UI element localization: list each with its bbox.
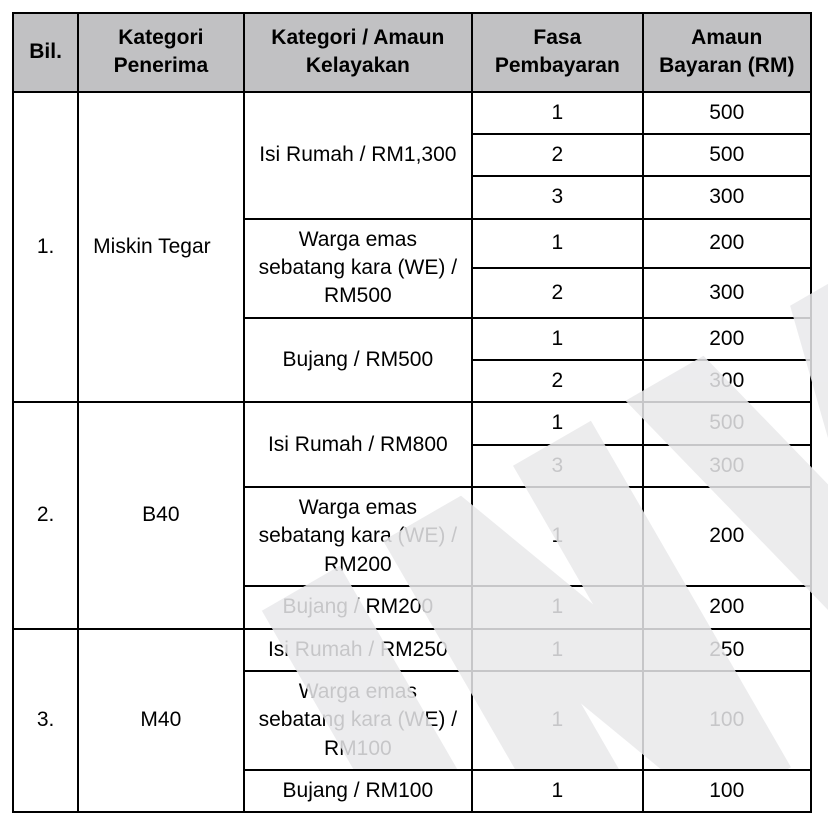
cell-bil: 2. [13,402,78,628]
cell-fasa: 1 [472,770,642,812]
col-header-kategori-amaun-kelayakan: Kategori / Amaun Kelayakan [244,13,473,92]
cell-kelayakan: Warga emas sebatang kara (WE) / RM100 [244,671,473,770]
cell-fasa: 1 [472,671,642,770]
table-row: 3. M40 Isi Rumah / RM250 1 250 [13,629,811,671]
cell-kelayakan: Warga emas sebatang kara (WE) / RM500 [244,219,473,318]
cell-kategori-penerima: Miskin Tegar [78,92,243,403]
cell-amaun: 200 [643,219,811,269]
cell-amaun: 500 [643,134,811,176]
cell-kelayakan: Isi Rumah / RM1,300 [244,92,473,219]
cell-amaun: 200 [643,586,811,628]
table-header-row: Bil. Kategori Penerima Kategori / Amaun … [13,13,811,92]
cell-fasa: 3 [472,445,642,487]
cell-amaun: 300 [643,176,811,218]
table-row: 1. Miskin Tegar Isi Rumah / RM1,300 1 50… [13,92,811,134]
table-row: 2. B40 Isi Rumah / RM800 1 500 [13,402,811,444]
cell-kelayakan: Isi Rumah / RM800 [244,402,473,487]
payment-table: Bil. Kategori Penerima Kategori / Amaun … [12,12,812,813]
cell-fasa: 2 [472,134,642,176]
cell-amaun: 300 [643,268,811,318]
cell-fasa: 1 [472,92,642,134]
cell-fasa: 1 [472,629,642,671]
cell-bil: 1. [13,92,78,403]
cell-fasa: 1 [472,402,642,444]
cell-kelayakan: Bujang / RM500 [244,318,473,403]
cell-fasa: 1 [472,318,642,360]
cell-kategori-penerima: B40 [78,402,243,628]
col-header-kategori-penerima: Kategori Penerima [78,13,243,92]
cell-fasa: 2 [472,268,642,318]
cell-amaun: 100 [643,671,811,770]
cell-fasa: 2 [472,360,642,402]
cell-amaun: 200 [643,318,811,360]
col-header-amaun-bayaran: Amaun Bayaran (RM) [643,13,811,92]
cell-amaun: 250 [643,629,811,671]
col-header-bil: Bil. [13,13,78,92]
cell-kelayakan: Isi Rumah / RM250 [244,629,473,671]
cell-fasa: 3 [472,176,642,218]
cell-amaun: 300 [643,360,811,402]
cell-fasa: 1 [472,219,642,269]
cell-amaun: 500 [643,402,811,444]
cell-bil: 3. [13,629,78,813]
cell-kelayakan: Bujang / RM100 [244,770,473,812]
col-header-fasa-pembayaran: Fasa Pembayaran [472,13,642,92]
cell-kelayakan: Warga emas sebatang kara (WE) / RM200 [244,487,473,586]
cell-kelayakan: Bujang / RM200 [244,586,473,628]
cell-amaun: 100 [643,770,811,812]
cell-amaun: 300 [643,445,811,487]
cell-amaun: 200 [643,487,811,586]
cell-amaun: 500 [643,92,811,134]
cell-fasa: 1 [472,586,642,628]
cell-kategori-penerima: M40 [78,629,243,813]
cell-fasa: 1 [472,487,642,586]
